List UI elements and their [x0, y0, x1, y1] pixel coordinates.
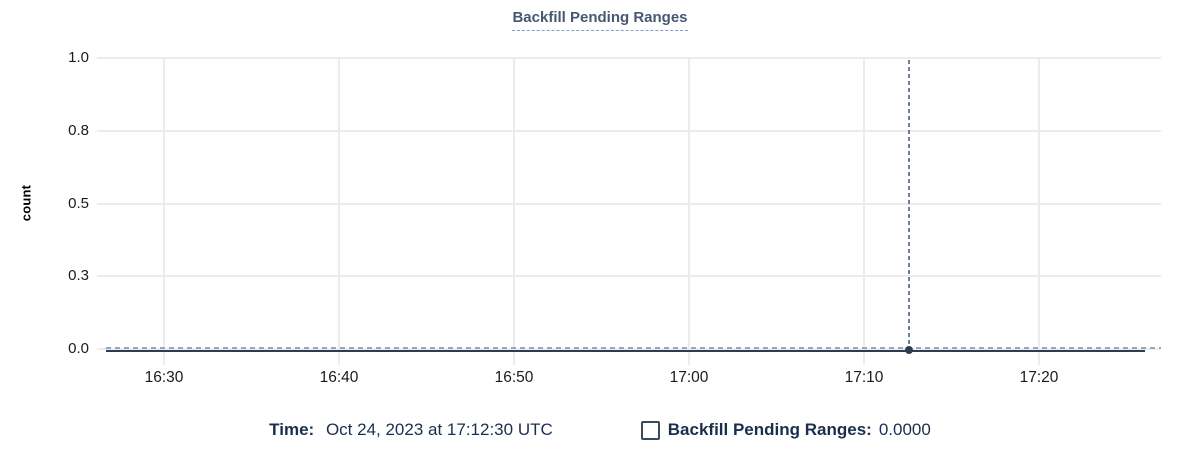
x-gridline [863, 58, 865, 365]
y-gridline [97, 129, 1161, 132]
legend-time-value: Oct 24, 2023 at 17:12:30 UTC [325, 420, 553, 439]
chart-legend: Time: Oct 24, 2023 at 17:12:30 UTC Backf… [0, 420, 1200, 440]
y-tick-label: 0.8 [68, 121, 89, 139]
legend-checkbox[interactable] [640, 420, 660, 440]
chart-title[interactable]: Backfill Pending Ranges [512, 9, 688, 31]
series-line-dashed [106, 347, 1161, 349]
x-gridline [1038, 58, 1040, 365]
plot-area[interactable]: 1.0 0.8 0.5 0.3 0.0 16:30 16:40 16:50 17:00 17:10… [68, 49, 1161, 386]
y-tick-label: 1.0 [68, 49, 89, 67]
legend-time: Time: Oct 24, 2023 at 17:12:30 UTC [269, 420, 553, 440]
chart-title-row: Backfill Pending Ranges [0, 9, 1200, 31]
x-tick-label: 16:30 [144, 369, 184, 386]
y-tick-label: 0.3 [68, 267, 89, 285]
x-gridline [688, 58, 690, 365]
legend-series-label: Backfill Pending Ranges: [667, 420, 872, 439]
series-line [106, 350, 1145, 352]
y-gridline [97, 202, 1161, 205]
legend-series-value: 0.0000 [878, 420, 931, 439]
y-tick-label: 0.0 [68, 340, 89, 358]
x-gridline [513, 58, 515, 365]
legend-time-label: Time: [269, 420, 315, 439]
crosshair-line [908, 60, 910, 347]
y-gridline [97, 275, 1161, 278]
legend-item-backfill-pending-ranges[interactable]: Backfill Pending Ranges: 0.0000 [640, 420, 931, 440]
x-tick-label: 16:40 [319, 369, 359, 386]
x-tick-label: 17:20 [1019, 369, 1059, 386]
y-tick-label: 0.5 [68, 194, 89, 212]
y-gridline [97, 348, 1161, 350]
x-gridline [338, 58, 340, 365]
y-axis-title: count [18, 184, 34, 222]
x-tick-label: 17:00 [669, 369, 709, 386]
y-gridline [97, 57, 1161, 59]
x-tick-label: 16:50 [494, 369, 534, 386]
data-point-marker [905, 345, 913, 354]
x-gridline [163, 58, 165, 365]
x-tick-label: 17:10 [844, 369, 884, 386]
